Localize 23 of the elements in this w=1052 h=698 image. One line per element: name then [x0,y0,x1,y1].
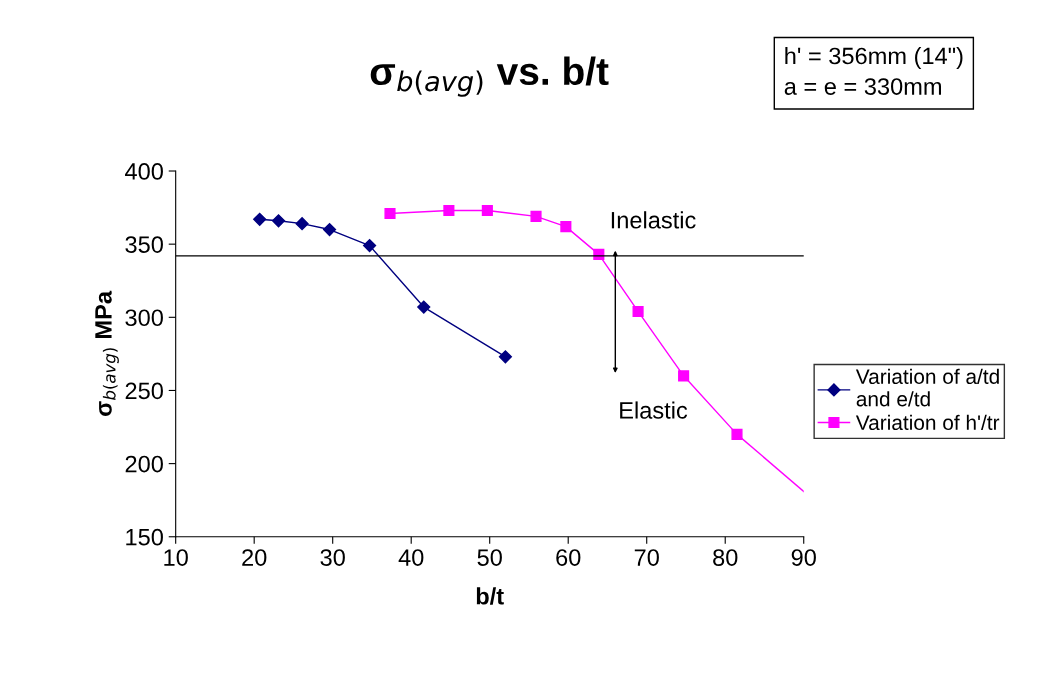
annotation: Inelastic [611,211,696,229]
y-tick-label: 350 [125,236,163,253]
x-tick-label: 70 [634,549,659,566]
legend-label: Variation of a/td and e/td [855,368,999,407]
x-axis-title: b/t [476,587,504,605]
y-axis-title: σ$_{b(avg)}$ MPa [95,290,119,417]
x-tick-label: 20 [242,549,267,566]
x-tick-label: 50 [477,549,502,566]
y-tick-label: 150 [126,528,163,546]
text: h' = 356mm (14") a = e = 330mm [784,47,963,95]
y-tick-label: 300 [125,309,163,327]
chart-title: σ$_{b(avg)}$ vs. b/t [370,56,609,97]
x-tick-label: 80 [713,549,738,566]
x-tick-label: 10 [164,549,188,566]
x-tick-label: 30 [320,549,345,566]
annotation: Elastic [620,401,688,419]
y-tick-label: 400 [125,163,163,180]
x-tick-label: 90 [791,549,816,566]
x-tick-label: 60 [556,549,581,566]
x-tick-label: 40 [398,549,424,566]
y-tick-label: 200 [125,455,163,473]
legend-label: Variation of h'/tr [855,414,1000,431]
y-tick-label: 250 [125,382,163,400]
